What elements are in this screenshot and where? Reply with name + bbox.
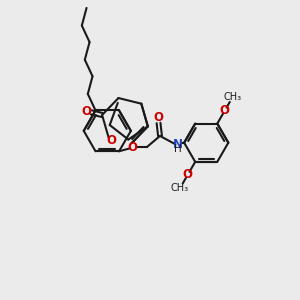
Text: CH₃: CH₃ xyxy=(224,92,242,102)
Text: O: O xyxy=(153,111,163,124)
Text: O: O xyxy=(220,104,230,117)
Text: O: O xyxy=(127,141,137,154)
Text: CH₃: CH₃ xyxy=(171,183,189,193)
Text: O: O xyxy=(81,105,92,118)
Text: O: O xyxy=(106,134,116,147)
Text: N: N xyxy=(173,138,183,151)
Text: H: H xyxy=(174,145,182,154)
Text: O: O xyxy=(183,168,193,182)
